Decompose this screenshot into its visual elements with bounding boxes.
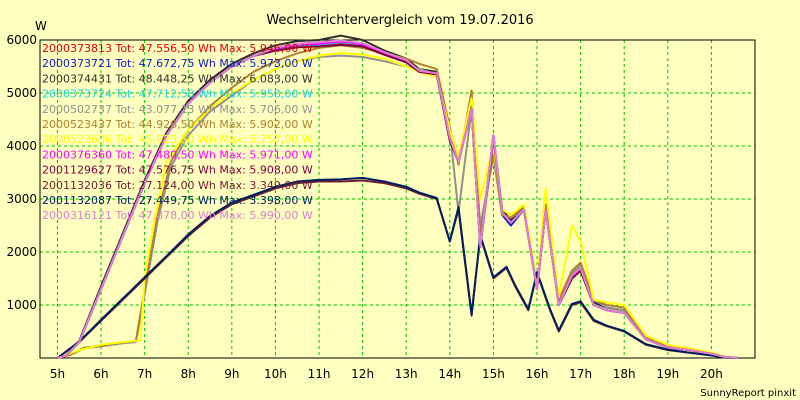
plot-area-border <box>39 39 756 359</box>
legend-entry-6: 2000523437 Tot: 44.926,50 Wh Max: 5.902,… <box>42 118 313 131</box>
footer-credit: SunnyReport pinxit <box>700 388 796 399</box>
y-axis-unit-label: W <box>35 19 47 33</box>
legend-entry-7: 2000523606 Tot: 45.925,50 Wh Max: 5.757,… <box>42 133 313 146</box>
x-tick-label: 13h <box>395 367 418 381</box>
chart-title: Wechselrichtervergleich vom 19.07.2016 <box>266 13 533 28</box>
x-tick-label: 5h <box>50 367 65 381</box>
x-tick-label: 9h <box>224 367 239 381</box>
legend-entry-9: 2001129627 Tot: 47.576,75 Wh Max: 5.908,… <box>42 164 313 177</box>
y-tick-label: 1000 <box>6 298 37 312</box>
legend: 2000373813 Tot: 47.556,50 Wh Max: 5.946,… <box>42 42 313 222</box>
x-tick-label: 11h <box>308 367 331 381</box>
x-tick-label: 7h <box>137 367 152 381</box>
legend-entry-3: 2000374431 Tot: 48.448,25 Wh Max: 6.083,… <box>42 72 313 85</box>
x-tick-label: 8h <box>181 367 196 381</box>
y-tick-label: 3000 <box>6 192 37 206</box>
x-tick-label: 6h <box>93 367 108 381</box>
legend-entry-12: 2000316121 Tot: 47.878,00 Wh Max: 5.990,… <box>42 209 313 222</box>
x-tick-label: 19h <box>656 367 679 381</box>
x-tick-label: 14h <box>438 367 461 381</box>
legend-entry-11: 2001132087 Tot: 27.449,75 Wh Max: 3.398,… <box>42 194 313 207</box>
x-tick-label: 10h <box>264 367 287 381</box>
y-tick-label: 6000 <box>6 33 37 47</box>
axis-ticks: 1000 2000 3000 4000 5000 6000 5h 6h 7h 8h 9h 10h 11h… <box>6 33 722 381</box>
legend-entry-4: 2000373724 Tot: 47.712,50 Wh Max: 5.958,… <box>42 88 313 101</box>
y-tick-label: 4000 <box>6 139 37 153</box>
series-line-6 <box>57 44 738 359</box>
legend-entry-8: 2000376360 Tot: 47.480,50 Wh Max: 5.971,… <box>42 148 313 161</box>
series-line-12 <box>57 39 738 359</box>
x-tick-label: 15h <box>482 367 505 381</box>
legend-entry-1: 2000373813 Tot: 47.556,50 Wh Max: 5.946,… <box>42 42 313 55</box>
legend-entry-5: 2000502737 Tot: 43.077,13 Wh Max: 5.706,… <box>42 103 313 116</box>
y-tick-label: 2000 <box>6 245 37 259</box>
series-lines <box>56 34 738 359</box>
series-line-11 <box>56 176 738 359</box>
x-tick-label: 18h <box>613 367 636 381</box>
legend-entry-2: 2000373721 Tot: 47.672,75 Wh Max: 5.973,… <box>42 57 313 70</box>
x-tick-label: 16h <box>526 367 549 381</box>
grid-lines <box>40 39 755 358</box>
x-tick-label: 20h <box>700 367 723 381</box>
series-line-7 <box>57 51 738 359</box>
x-tick-label: 17h <box>569 367 592 381</box>
legend-entry-10: 2001132036 Tot: 27.124,00 Wh Max: 3.349,… <box>42 179 313 192</box>
x-tick-label: 12h <box>351 367 374 381</box>
y-tick-label: 5000 <box>6 86 37 100</box>
